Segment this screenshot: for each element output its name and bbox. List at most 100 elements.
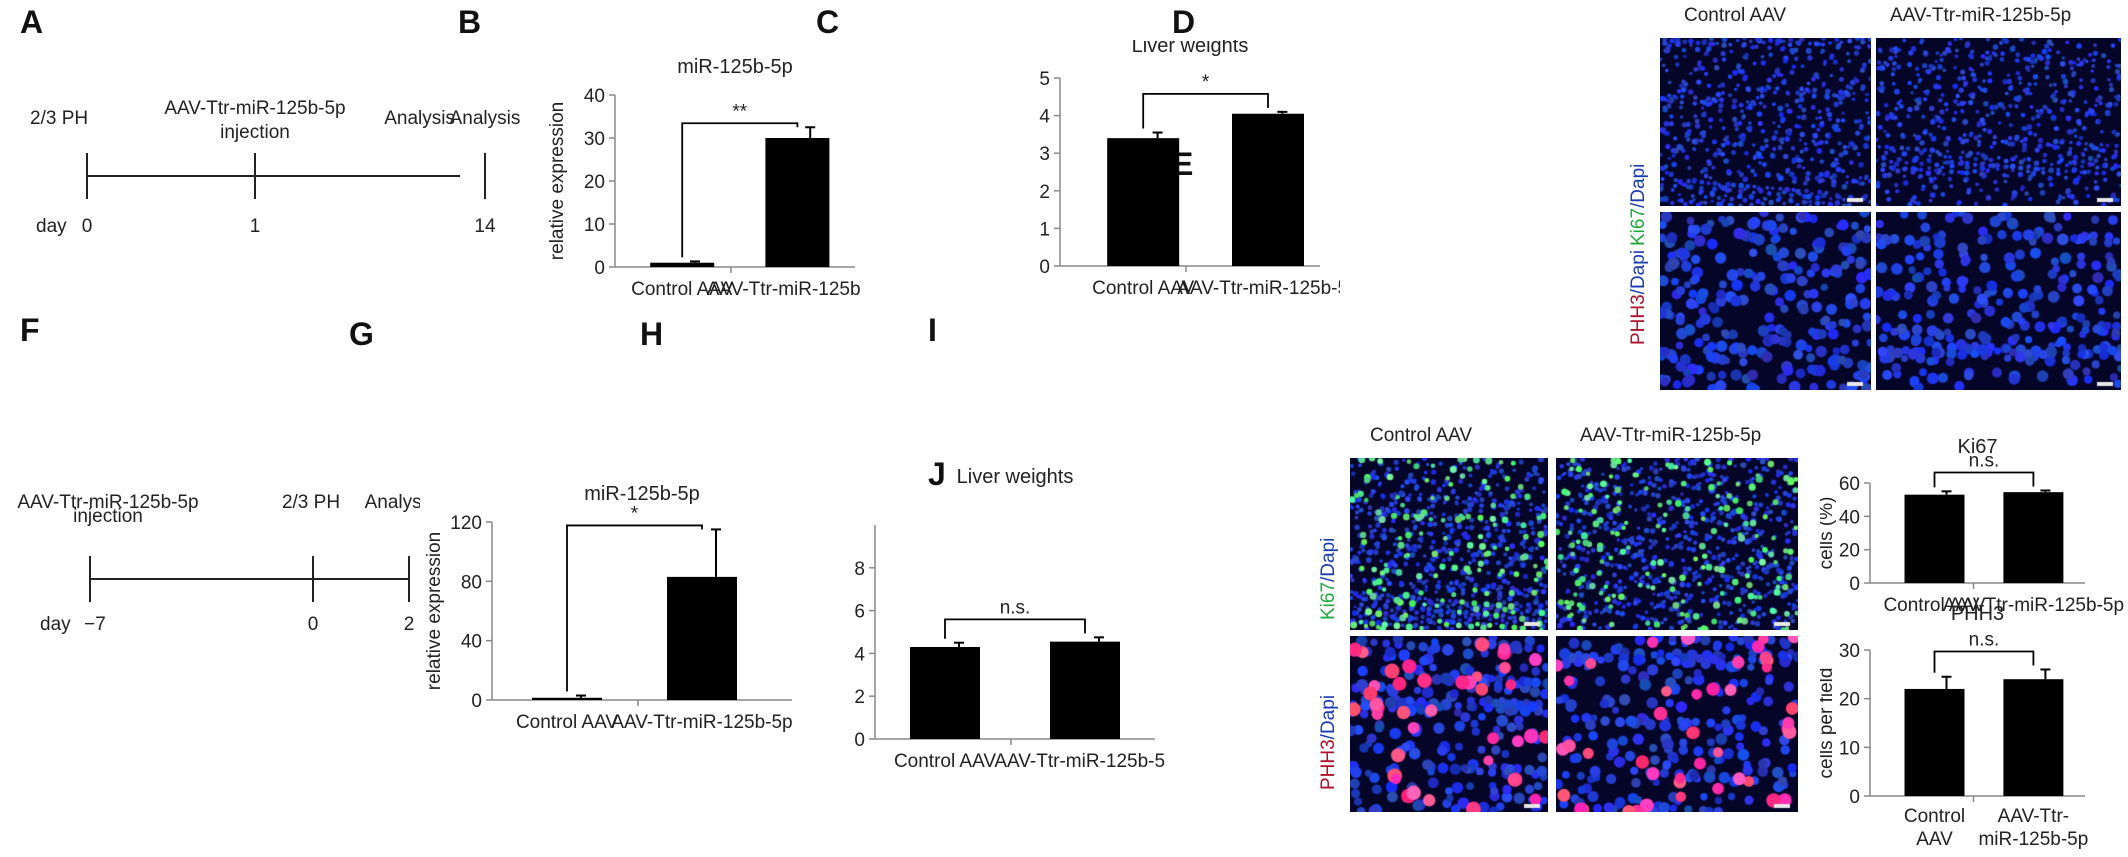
panel-label-d: D: [1172, 4, 1196, 40]
timeline-f-tick-label-1: 0: [308, 614, 319, 635]
micro-de-col-control: Control AAV: [1684, 5, 1787, 26]
panel-label-g: G: [349, 316, 374, 352]
chart-i-quant-ytick-label: 40: [1839, 507, 1860, 528]
timeline-a-event-2-line2: injection: [220, 122, 290, 143]
timeline-f-event-1-line2: injection: [73, 506, 143, 527]
chart-j-quant-ytick-label: 20: [1839, 690, 1860, 711]
chart-h-bar-1: [1050, 641, 1120, 739]
chart-g-ytick-label: 40: [461, 632, 482, 653]
chart-i-quant-ytick-label: 20: [1839, 541, 1860, 562]
stain-label-i-ki67: Ki67: [1318, 581, 1339, 620]
chart-i-quant-title: Ki67: [1957, 436, 1997, 458]
chart-j-quant-significance-label: n.s.: [1969, 629, 2000, 650]
chart-i-quant-category-label-0: Control AAV: [1883, 595, 1985, 616]
timeline-a-day-word: day: [36, 216, 67, 237]
timeline-a-event-3b: Analysis: [450, 108, 520, 129]
panel-label-b: B: [458, 4, 482, 40]
chart-c-ytick-label: 2: [1039, 182, 1050, 203]
chart-b-ytick-label: 0: [594, 258, 605, 279]
chart-c-title: Liver weights: [1132, 40, 1249, 57]
panel-label-f: F: [20, 312, 40, 348]
micro-de-col-treated: AAV-Ttr-miR-125b-5p: [1890, 5, 2072, 26]
micrograph-j-treated: [1556, 636, 1798, 812]
chart-h-significance-bracket: [944, 618, 1086, 639]
timeline-f-event-1-line1: AAV-Ttr-miR-125b-5p: [17, 492, 198, 513]
timeline-a-analysis: Analysis: [450, 108, 520, 129]
chart-j-quant-significance-bracket: [1933, 650, 2035, 673]
micrograph-d-treated: [1876, 38, 2121, 206]
stain-label-j-dapi: /Dapi: [1318, 694, 1339, 740]
chart-h-ytick-label: 8: [854, 559, 865, 580]
timeline-a-tick-label-0: 0: [82, 216, 93, 237]
chart-b-title: miR-125b-5p: [677, 56, 793, 78]
chart-h-ytick-label: 6: [854, 602, 865, 623]
chart-b-ytick-label: 30: [584, 129, 605, 150]
timeline-a-tick-label-1: 1: [250, 216, 261, 237]
timeline-a-event-2-line1: AAV-Ttr-miR-125b-5p: [164, 98, 345, 119]
timeline-a-event-1: 2/3 PH: [30, 108, 88, 129]
chart-g-significance-bracket: [566, 524, 703, 692]
timeline-a-end-label: 14: [474, 216, 496, 237]
micro-ij-col-treated: AAV-Ttr-miR-125b-5p: [1580, 425, 1762, 446]
chart-j-quant-category-label-0-line1: Control: [1904, 806, 1965, 827]
chart-j-quant-bar-0: [1904, 688, 1965, 796]
chart-g-category-label-1: AAV-Ttr-miR-125b-5p: [611, 712, 792, 733]
timeline-a-tick-label-2: 14: [474, 216, 496, 237]
chart-b: 0 10 20 30 40 ** miR-125b-5p Control AAVAAV-Ttr…: [547, 56, 860, 300]
chart-b-ylabel: relative expression: [547, 102, 568, 260]
chart-j-quant-ytick-label: 30: [1839, 641, 1860, 662]
chart-j-quant-category-label-1-line1: AAV-Ttr-: [1998, 806, 2069, 827]
timeline-f: AAV-Ttr-miR-125b-5p injection 2/3 PH Ana…: [17, 492, 420, 635]
chart-g-category-label-0: Control AAV: [516, 712, 618, 733]
timeline-f-tick-label-2: 2: [404, 614, 415, 635]
chart-b-category-label-0: Control AAV: [631, 279, 733, 300]
chart-i-quant-ytick-label: 0: [1849, 574, 1860, 595]
chart-i-quant-bar-1: [2003, 492, 2064, 583]
chart-c-significance-label: *: [1202, 72, 1210, 93]
chart-i-quant-category-label-1: AAV-Ttr-miR-125b-5p: [1943, 595, 2124, 616]
stain-label-e: PHH3/Dapi: [1628, 250, 1650, 345]
chart-h-ytick-label: 4: [854, 644, 865, 665]
chart-b-ytick-label: 10: [584, 215, 605, 236]
stain-label-d: Ki67/Dapi: [1628, 164, 1650, 246]
timeline-a: 2/3 PH AAV-Ttr-miR-125b-5p injection Ana…: [30, 98, 460, 237]
chart-g-significance-label: *: [631, 503, 639, 524]
micrograph-e-control: [1660, 212, 1871, 390]
chart-h-ytick-label: 2: [854, 687, 865, 708]
stain-label-d-ki67: Ki67: [1628, 207, 1649, 246]
chart-i-quant-ylabel-line2: cells (%): [1820, 497, 1837, 570]
micrograph-j-control: [1350, 636, 1548, 812]
chart-c-category-label-0: Control AAV: [1092, 278, 1194, 299]
stain-label-i-dapi: /Dapi: [1318, 537, 1339, 582]
chart-b-significance-bracket: [681, 122, 799, 258]
chart-g-ytick-label: 120: [450, 513, 482, 534]
chart-b-bar-1: [765, 138, 830, 267]
micrograph-e-treated: [1876, 212, 2121, 390]
chart-c-bar-1: [1232, 113, 1304, 266]
chart-c-ytick-label: 0: [1039, 257, 1050, 278]
chart-c-significance-bracket: [1142, 92, 1269, 129]
timeline-a-event-3: Analysis: [384, 108, 455, 129]
chart-h: 0 2 4 6 8 n.s. Liver weights Control AAVAAV-Ttr…: [854, 466, 1165, 772]
chart-b-category-label-1: AAV-Ttr-miR-125b-5p: [707, 279, 860, 300]
chart-c-ytick-label: 4: [1039, 107, 1050, 128]
chart-i-quant-ytick-label: 60: [1839, 474, 1860, 495]
timeline-f-event-3: Analysis: [365, 492, 420, 513]
chart-g-bar-1: [667, 576, 737, 700]
chart-h-category-label-0: Control AAV: [894, 751, 996, 772]
chart-i-quant: 0 20 40 60 n.s.Ki67 Control AAVAAV-Ttr-miR-12…: [1820, 436, 2124, 616]
chart-j-quant-title: PHH3: [1951, 603, 2004, 625]
stain-label-i: Ki67/Dapi: [1318, 538, 1340, 620]
chart-h-category-label-1: AAV-Ttr-miR-125b-5p: [994, 751, 1165, 772]
chart-h-bar-0: [910, 646, 980, 739]
chart-j-quant-category-label-0-line2: AAV: [1916, 829, 1953, 850]
chart-j-quant-bar-1: [2003, 679, 2064, 796]
chart-i-quant-significance-bracket: [1933, 471, 2035, 488]
chart-g-title: miR-125b-5p: [584, 483, 700, 505]
timeline-f-tick-label-0: −7: [84, 614, 106, 635]
chart-h-significance-label: n.s.: [1000, 597, 1031, 618]
stain-label-d-dapi: /Dapi: [1628, 163, 1649, 208]
chart-g-bar-0: [532, 697, 602, 700]
micrograph-i-treated: [1556, 458, 1798, 630]
